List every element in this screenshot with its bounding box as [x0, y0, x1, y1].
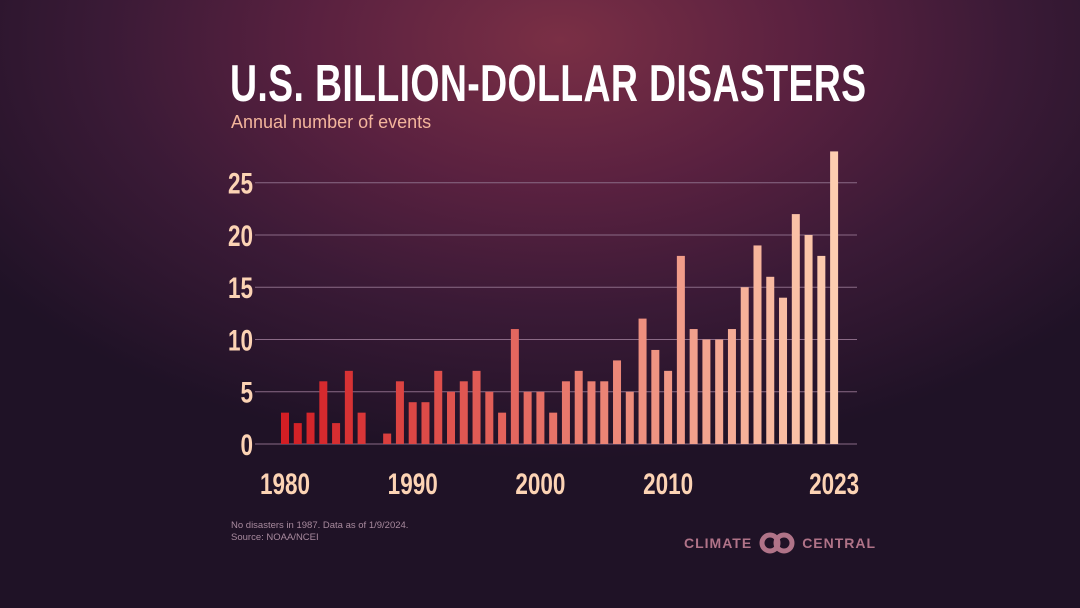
bar-2023 — [830, 151, 839, 444]
footnote-source: Source: NOAA/NCEI — [231, 532, 319, 543]
bar-2007 — [625, 391, 634, 444]
bar-1981 — [293, 423, 302, 444]
bar-2019 — [779, 297, 788, 444]
y-tick-label: 20 — [228, 219, 253, 253]
bar-1989 — [395, 381, 404, 444]
y-tick-label: 5 — [240, 376, 253, 410]
footnote: No disasters in 1987. Data as of 1/9/202… — [231, 520, 408, 544]
y-tick-label: 25 — [228, 167, 253, 201]
bar-2005 — [600, 381, 609, 444]
bar-1996 — [485, 391, 494, 444]
bar-1990 — [408, 402, 417, 444]
logo-text-left: CLIMATE — [684, 535, 753, 551]
bar-1988 — [383, 433, 392, 444]
bar-2008 — [638, 318, 647, 444]
bar-2000 — [536, 391, 545, 444]
bar-2009 — [651, 349, 660, 444]
bar-2001 — [549, 412, 558, 444]
bar-2021 — [804, 235, 813, 444]
bar-1998 — [510, 329, 519, 444]
bar-2022 — [817, 255, 826, 444]
bar-2018 — [766, 276, 775, 444]
bar-2002 — [561, 381, 570, 444]
x-tick-label: 2023 — [809, 467, 859, 501]
bar-1982 — [306, 412, 315, 444]
bar-1986 — [357, 412, 366, 444]
bar-1999 — [523, 391, 532, 444]
climate-central-logo: CLIMATE CENTRAL — [684, 532, 876, 554]
y-tick-label: 0 — [240, 428, 253, 462]
x-tick-label: 2000 — [515, 467, 565, 501]
logo-rings-icon — [759, 532, 795, 554]
y-tick-label: 10 — [228, 323, 253, 357]
bar-1984 — [332, 423, 341, 444]
chart-subtitle: Annual number of events — [231, 112, 432, 132]
bar-2016 — [740, 287, 749, 444]
x-tick-label: 1990 — [388, 467, 438, 501]
bar-1995 — [472, 370, 481, 444]
bar-2003 — [574, 370, 583, 444]
footnote-note: No disasters in 1987. Data as of 1/9/202… — [231, 520, 409, 531]
x-tick-label: 1980 — [260, 467, 310, 501]
logo-text-right: CENTRAL — [802, 535, 877, 551]
bar-2013 — [702, 339, 711, 444]
chart-title: U.S. BILLION-DOLLAR DISASTERS — [230, 55, 867, 113]
bar-2006 — [613, 360, 622, 444]
bar-2020 — [791, 214, 800, 444]
bar-1991 — [421, 402, 430, 444]
bar-1992 — [434, 370, 443, 444]
bar-1983 — [319, 381, 328, 444]
bar-1997 — [498, 412, 507, 444]
x-tick-label: 2010 — [643, 467, 693, 501]
bar-2012 — [689, 329, 698, 444]
bar-2010 — [664, 370, 673, 444]
bar-1985 — [344, 370, 353, 444]
bar-1980 — [281, 412, 289, 444]
bar-2015 — [727, 329, 736, 444]
bar-2014 — [715, 339, 724, 444]
bar-2004 — [587, 381, 596, 444]
y-tick-label: 15 — [228, 271, 253, 305]
bar-1994 — [459, 381, 468, 444]
bar-2017 — [753, 245, 762, 444]
bar-1993 — [447, 391, 456, 444]
bar-2011 — [676, 255, 685, 444]
